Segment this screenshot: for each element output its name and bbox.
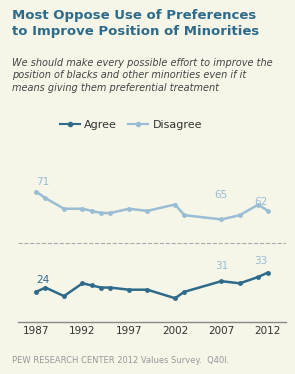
Text: 65: 65 xyxy=(215,190,228,200)
Text: We should make every possible effort to improve the
position of blacks and other: We should make every possible effort to … xyxy=(12,58,272,93)
Text: 71: 71 xyxy=(36,178,50,187)
Text: 31: 31 xyxy=(215,261,228,270)
Text: Most Oppose Use of Preferences
to Improve Position of Minorities: Most Oppose Use of Preferences to Improv… xyxy=(12,9,259,38)
Text: 33: 33 xyxy=(254,256,268,266)
Text: 24: 24 xyxy=(36,275,50,285)
Text: PEW RESEARCH CENTER 2012 Values Survey.  Q40l.: PEW RESEARCH CENTER 2012 Values Survey. … xyxy=(12,356,229,365)
Text: 62: 62 xyxy=(254,197,268,206)
Legend: Agree, Disagree: Agree, Disagree xyxy=(55,116,207,135)
